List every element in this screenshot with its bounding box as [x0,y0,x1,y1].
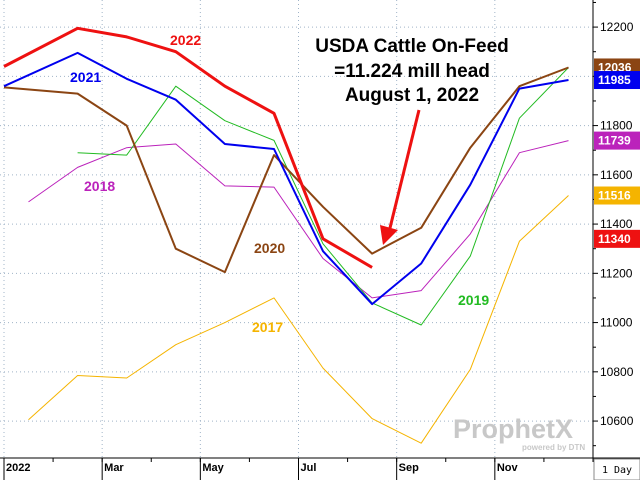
badge-label: 11340 [598,232,631,246]
badge-label: 11516 [598,189,631,203]
y-tick-label: 10600 [600,414,634,428]
badge-11739 [594,131,640,150]
x-tick-label: Sep [399,462,419,474]
badge-11985 [594,71,640,90]
period-button-frame[interactable] [593,458,640,480]
series-label-2017: 2017 [252,319,283,335]
x-tick-label: Jul [301,462,317,474]
series-line-2022 [3,26,373,269]
y-tick-label: 11200 [600,266,633,280]
x-axis-ticks: 2022 Mar May Jul Sep Nov [3,458,594,480]
series-label-2022: 2022 [170,32,201,48]
y-tick-label: 11400 [600,217,633,231]
annotation-line-2: =11.224 mill head [334,61,490,82]
badge-label: 11739 [598,134,631,148]
series-label-2018: 2018 [84,178,115,194]
x-tick-label: 2022 [6,462,30,474]
series-label-2019: 2019 [458,292,489,308]
annotation-arrow-shaft [387,109,421,233]
y-tick-label: 12200 [600,20,634,34]
y-tick-label: 11000 [600,316,633,330]
series-lines [3,26,569,444]
series-line-2021 [3,51,569,306]
x-tick-label: May [202,462,224,474]
annotation-line-3: August 1, 2022 [345,85,479,106]
period-button-label[interactable]: 1 Day [602,465,632,476]
series-label-2021: 2021 [70,69,101,85]
series-line-2020 [3,66,569,274]
series-label-2020: 2020 [254,240,285,256]
badge-label: 12036 [598,60,632,74]
y-tick-label: 10800 [600,365,634,379]
period-button[interactable]: 1 Day [593,458,640,480]
grid-lines [0,0,593,458]
x-tick-label: Nov [497,462,519,474]
y-tick-label: 11800 [600,119,633,133]
badge-11340 [594,229,640,248]
series-line-2017 [28,195,569,444]
badge-label: 11985 [598,73,631,87]
x-tick-label: Mar [104,462,124,474]
annotation-line-1: USDA Cattle On-Feed [315,36,509,57]
prophetx-watermark: ProphetX powered by DTN [453,414,585,452]
y-tick-label: 11600 [600,168,633,182]
series-line-2018 [28,140,569,299]
watermark-powered: powered by DTN [522,443,585,452]
annotation: USDA Cattle On-Feed =11.224 mill head Au… [315,36,509,245]
watermark-brand: ProphetX [453,414,573,444]
annotation-arrow-head [380,225,398,245]
badge-11516 [594,186,640,205]
